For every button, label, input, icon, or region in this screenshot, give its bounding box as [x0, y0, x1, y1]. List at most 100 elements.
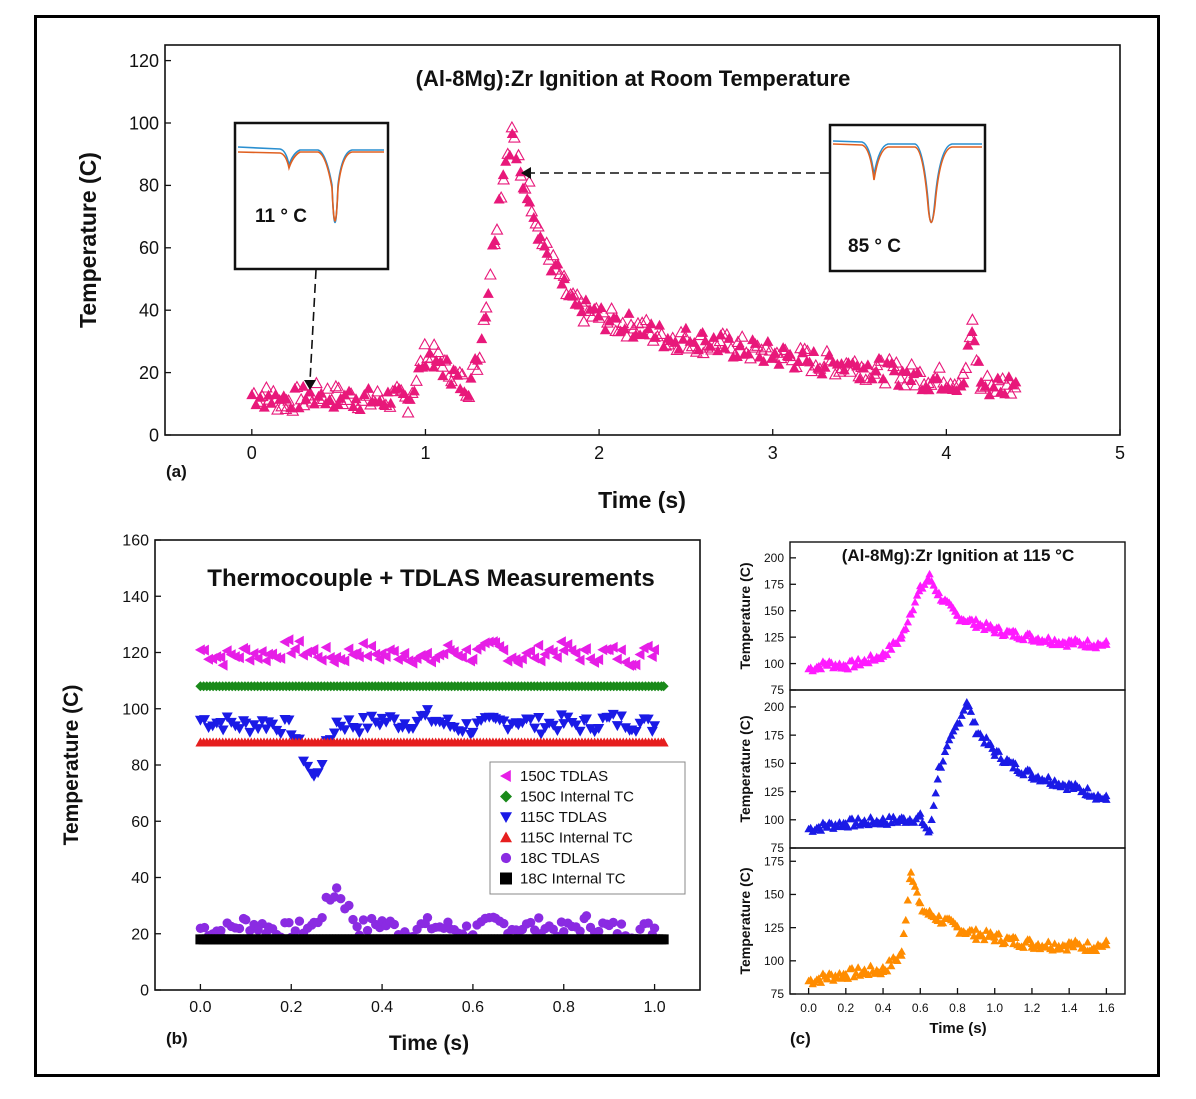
panel-a-point — [321, 382, 334, 394]
panel-b-point — [221, 712, 233, 723]
panel-c-point — [910, 882, 920, 890]
panel-a-point — [255, 389, 269, 402]
panel-a-point — [558, 273, 570, 284]
panel-b-point — [233, 652, 244, 664]
panel-a-point — [354, 404, 366, 414]
panel-a-point — [285, 402, 297, 413]
inset-11c-measured-curve — [237, 151, 384, 222]
y-tick-label: 75 — [771, 987, 785, 1001]
y-tick-label: 125 — [764, 630, 784, 644]
panel-a-point — [716, 327, 730, 339]
panel-a-point — [385, 397, 397, 408]
panel-a-point — [804, 356, 816, 367]
panel-c-point — [1069, 639, 1078, 648]
panel-b-point — [570, 720, 582, 731]
x-tick-label: 0.6 — [462, 999, 484, 1016]
panel-a-point — [314, 394, 328, 407]
legend-label: 18C Internal TC — [520, 871, 626, 888]
x-tick-label: 0.4 — [371, 999, 393, 1016]
panel-a-point — [885, 357, 897, 368]
panel-c-point — [953, 922, 962, 931]
panel-a-point — [823, 349, 835, 360]
panel-a-point — [549, 263, 563, 275]
legend-label: 18C TDLAS — [520, 850, 600, 867]
panel-a-point — [265, 397, 277, 408]
panel-b-point — [357, 638, 368, 650]
panel-b-point — [353, 651, 364, 663]
panel-b-point — [203, 653, 213, 665]
panel-b-point — [607, 641, 618, 653]
figure-frame — [34, 15, 1160, 1077]
panel-c-point — [1083, 937, 1092, 946]
panel-c-point — [893, 956, 902, 965]
panel-b-point — [317, 913, 327, 923]
y-tick-label: 75 — [771, 683, 785, 697]
panel-a-point — [870, 358, 884, 371]
y-tick-label: 160 — [122, 533, 149, 550]
panel-a-point — [678, 330, 692, 342]
panel-b-point — [615, 711, 627, 722]
panel-b-point — [649, 721, 661, 732]
panel-b-point — [525, 714, 537, 725]
panel-a-point — [605, 302, 619, 314]
panel-a-point — [470, 363, 484, 375]
y-tick-label: 125 — [764, 785, 784, 799]
panel-a-point — [958, 377, 970, 388]
panel-b-point — [570, 647, 581, 659]
panel-b-point — [547, 646, 558, 658]
panel-a-point — [599, 324, 611, 335]
y-tick-label: 175 — [764, 577, 784, 591]
panel-c-point — [916, 809, 925, 817]
panel-a-point — [534, 231, 546, 241]
panel-b-point — [366, 711, 378, 722]
panel-a-point — [304, 386, 316, 397]
panel-b-point — [240, 644, 251, 656]
panel-c-point — [893, 639, 902, 647]
panel-c-subplots: Temperature (C)75100125150175200Temperat… — [737, 541, 1126, 1015]
panel-b-point — [630, 659, 641, 671]
x-tick-label: 1.6 — [1098, 1001, 1115, 1015]
panel-a-point — [462, 390, 476, 402]
panel-a-point — [497, 172, 511, 185]
panel-c-point — [1062, 945, 1072, 954]
panel-a-point — [332, 381, 346, 393]
panel-b-point — [336, 894, 346, 904]
panel-a-point — [300, 393, 312, 404]
panel-a-point — [585, 310, 599, 322]
panel-a-point — [655, 327, 669, 340]
panel-c-point — [994, 623, 1004, 631]
panel-a-point — [371, 384, 384, 397]
panel-b-point — [607, 709, 619, 720]
panel-b-point — [646, 726, 658, 737]
panel-b-point — [630, 727, 642, 737]
panel-b-point — [456, 727, 468, 738]
panel-c-point — [925, 569, 934, 578]
panel-b-point — [533, 712, 545, 723]
panel-c-point — [980, 935, 989, 944]
panel-c-point — [971, 925, 981, 933]
panel-c-label: (c) — [790, 1029, 811, 1048]
x-tick-label: 1 — [420, 443, 430, 463]
panel-c-point — [1011, 933, 1020, 942]
panel-b-point — [399, 719, 411, 730]
panel-a-point — [465, 372, 477, 383]
panel-c-point — [897, 630, 906, 639]
panel-c-point — [933, 774, 942, 783]
y-tick-label: 200 — [764, 700, 784, 714]
panel-b-point — [516, 653, 527, 665]
panel-a-point — [688, 337, 700, 347]
panel-b-point — [525, 917, 536, 928]
legend-marker — [500, 770, 511, 782]
y-tick-label: 100 — [764, 657, 784, 671]
x-tick-label: 0.8 — [949, 1001, 966, 1015]
panel-b-point — [593, 654, 604, 666]
panel-a-point — [724, 341, 738, 354]
panel-b-point — [353, 728, 365, 739]
panel-c-point — [916, 898, 925, 907]
panel-a-point — [932, 361, 946, 373]
panel-a-point — [506, 128, 518, 138]
panel-a-point — [758, 355, 770, 366]
panel-a-point — [455, 367, 469, 380]
panel-a-point — [504, 149, 516, 160]
y-tick-label: 60 — [139, 238, 159, 258]
